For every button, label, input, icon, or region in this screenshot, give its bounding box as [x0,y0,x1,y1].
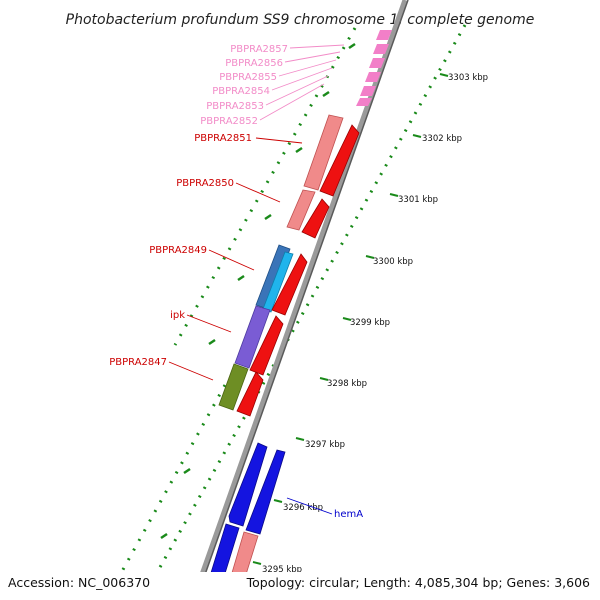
gene-cluster-pink [356,30,392,106]
gene-labels: PBPRA2857 PBPRA2856 PBPRA2855 PBPRA2854 … [109,44,363,520]
ruler-tick [365,255,375,259]
gene-label: PBPRA2855 [219,72,277,83]
ruler-tick-label: 3299 kbp [350,318,390,328]
track-dash [348,42,356,50]
gene-pbpra2853 [360,86,376,96]
track-dash [160,532,168,540]
leader-pbpra2849 [208,249,255,271]
gene-label: PBPRA2851 [194,133,252,144]
gene-ipk [234,305,284,376]
ruler-tick-label: 3297 kbp [305,440,345,450]
leader-hema [286,497,333,515]
gene-hema [228,442,286,535]
track-dash [237,274,245,282]
leader-pbpra2857 [289,44,345,49]
leader-pbpra2853 [265,75,329,106]
label-leaders [168,44,345,515]
map-title: Photobacterium profundum SS9 chromosome … [66,12,535,28]
gene-label: PBPRA2853 [206,101,264,112]
leader-pbpra2851 [255,137,303,144]
ruler-tick [319,377,329,381]
leader-pbpra2854 [271,67,333,91]
gene-pbpra2854 [365,72,381,82]
ruler-tick-label: 3296 kbp [283,503,323,513]
leader-pbpra2852 [259,83,325,121]
gene-pbpra2857 [376,30,392,40]
gene-pbpra2852 [356,98,372,106]
track-dash [295,146,303,154]
gene-label: PBPRA2849 [149,245,207,256]
leader-pbpra2850 [235,182,281,203]
gene-label: PBPRA2852 [200,116,258,127]
topology-text: Topology: circular; Length: 4,085,304 bp… [246,575,590,590]
ruler-tick [342,317,352,321]
ruler-tick-label: 3302 kbp [422,134,462,144]
ruler-tick [412,134,422,138]
ruler-tick [389,193,399,197]
gene-label: PBPRA2857 [230,44,288,55]
ruler-tick-label: 3301 kbp [398,195,438,205]
track-dashes [160,42,356,540]
ruler-tick-label: 3298 kbp [327,379,367,389]
gene-pbpra2855 [369,58,385,68]
gene-pbpra2856 [373,44,389,54]
ruler-tick-label: 3303 kbp [448,73,488,83]
ruler-tick-label: 3295 kbp [262,565,302,575]
gene-label: PBPRA2850 [176,178,234,189]
leader-pbpra2855 [278,59,337,77]
gene-pbpra2850 [286,189,330,239]
gene-label: PBPRA2847 [109,357,167,368]
gene-pbpra2849 [255,244,308,316]
ruler-tick [439,73,449,77]
gene-label: hemA [334,509,363,520]
ruler-tick-label: 3300 kbp [373,257,413,267]
track-dash [183,467,191,475]
leader-pbpra2847 [168,361,214,381]
gene-pbpra2851 [303,114,360,197]
ruler: 3303 kbp 3302 kbp 3301 kbp 3300 kbp 3299… [252,73,488,575]
chromosome-backbone-shadow [195,0,409,600]
gene-label: ipk [170,310,185,321]
footer-background [0,572,600,600]
gene-pbpra2847 [218,363,264,417]
gene-label: PBPRA2856 [225,58,283,69]
ruler-tick [295,437,305,441]
gene-label: PBPRA2854 [212,86,270,97]
ruler-tick [252,561,262,565]
leader-ipk [186,314,232,333]
track-dash [208,338,216,346]
ruler-tick [273,499,283,503]
accession-text: Accession: NC_006370 [8,575,150,590]
track-dash [322,90,330,98]
leader-pbpra2856 [284,51,341,63]
outer-dotted-track [148,24,467,586]
track-dash [264,213,272,221]
